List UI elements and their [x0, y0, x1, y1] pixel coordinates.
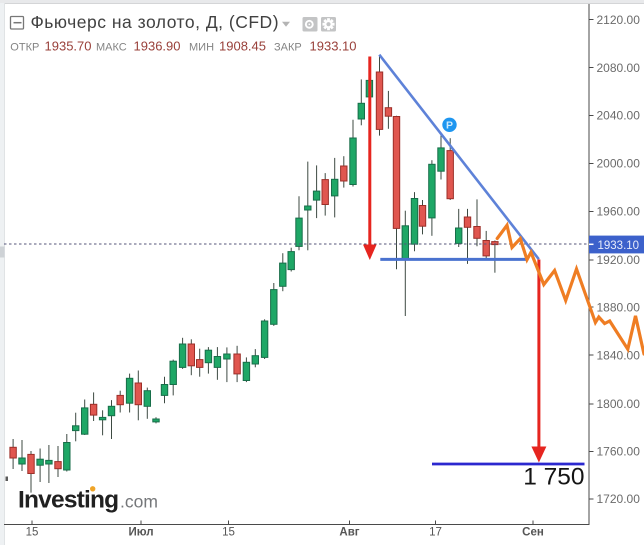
svg-text:15: 15	[26, 527, 39, 539]
svg-text:1936.90: 1936.90	[134, 39, 181, 54]
svg-text:МИН: МИН	[189, 42, 214, 54]
svg-text:ОТКР: ОТКР	[10, 42, 39, 54]
svg-text:1 750: 1 750	[523, 464, 584, 491]
svg-text:Сен: Сен	[522, 527, 544, 539]
svg-text:17: 17	[429, 527, 442, 539]
svg-text:1960.00: 1960.00	[597, 205, 641, 219]
svg-text:Фьючерс на золото, Д, (CFD): Фьючерс на золото, Д, (CFD)	[31, 12, 280, 32]
svg-text:1933.10: 1933.10	[598, 240, 640, 252]
svg-text:1720.00: 1720.00	[597, 492, 641, 506]
svg-text:15: 15	[222, 527, 235, 539]
svg-text:Июл: Июл	[128, 527, 153, 539]
svg-text:1935.70: 1935.70	[45, 39, 92, 54]
svg-text:2120.00: 2120.00	[597, 13, 641, 27]
svg-text:1933.10: 1933.10	[310, 39, 357, 54]
svg-text:Investing: Investing	[18, 487, 118, 514]
svg-text:.com: .com	[120, 492, 158, 512]
svg-text:P: P	[446, 120, 453, 132]
svg-text:МАКС: МАКС	[96, 42, 127, 54]
svg-text:1760.00: 1760.00	[597, 445, 641, 459]
svg-text:1880.00: 1880.00	[597, 300, 641, 314]
svg-text:Авг: Авг	[339, 527, 359, 539]
svg-text:1840.00: 1840.00	[597, 348, 641, 362]
svg-text:2040.00: 2040.00	[597, 109, 641, 123]
svg-text:1800.00: 1800.00	[597, 397, 641, 411]
svg-text:2080.00: 2080.00	[597, 61, 641, 75]
svg-text:1920.00: 1920.00	[597, 253, 641, 267]
svg-text:ЗАКР: ЗАКР	[274, 42, 302, 54]
svg-text:1908.45: 1908.45	[219, 39, 266, 54]
svg-text:2000.00: 2000.00	[597, 157, 641, 171]
